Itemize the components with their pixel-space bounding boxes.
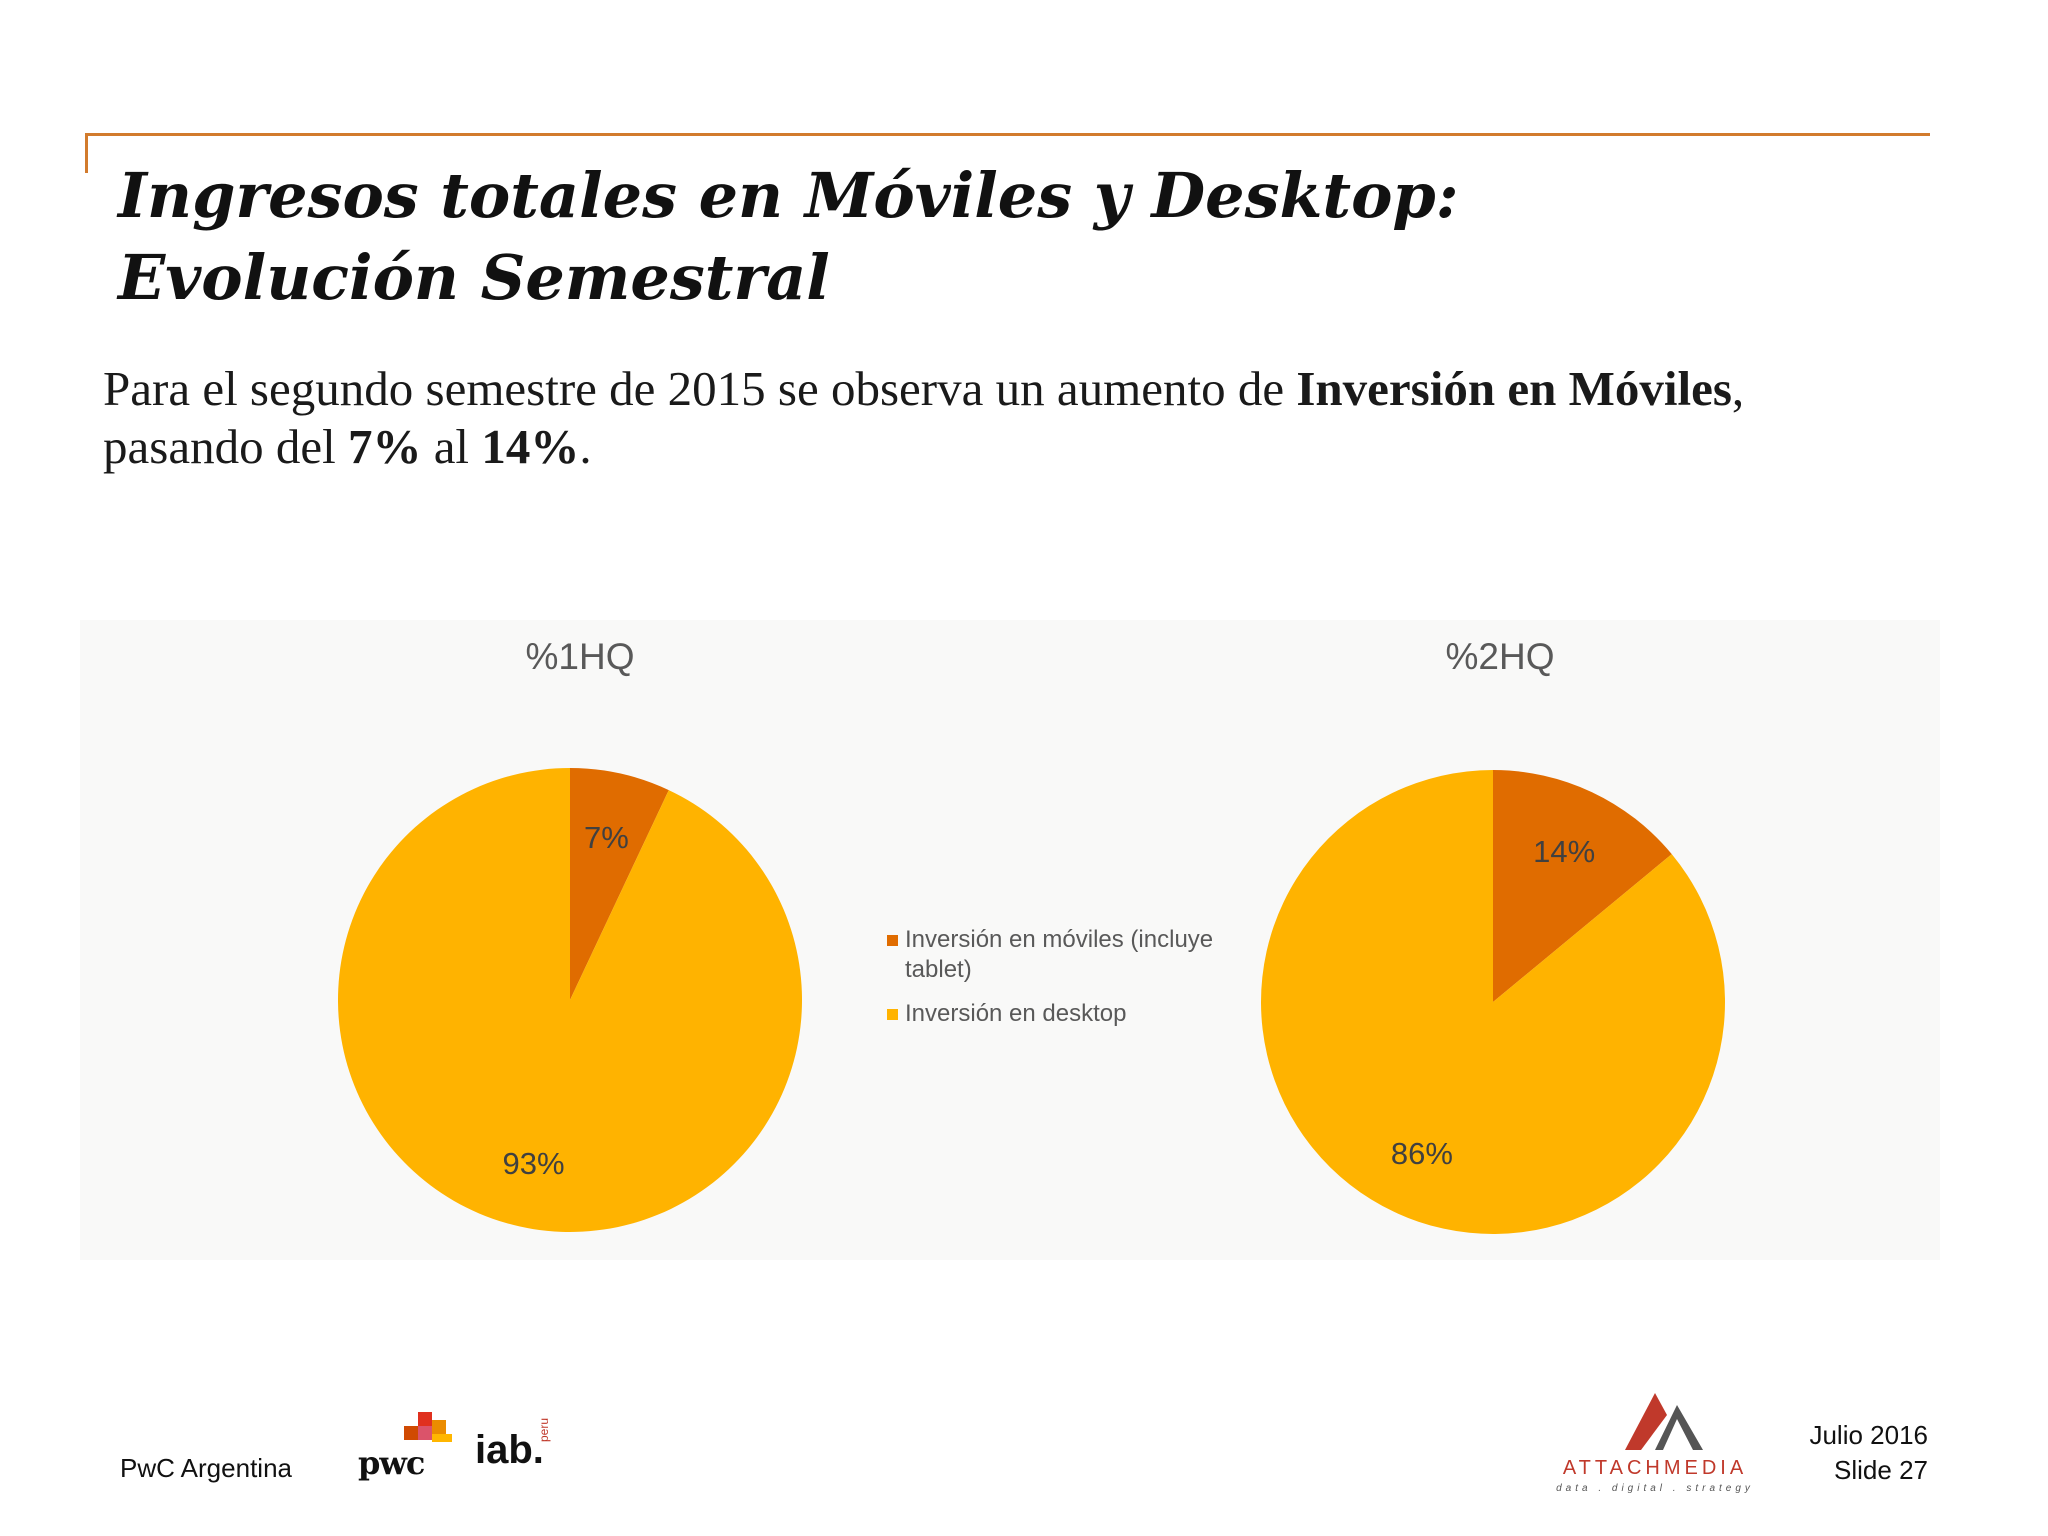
legend-swatch-desktop	[887, 1009, 898, 1020]
pie-slice-desktop	[1261, 770, 1725, 1234]
legend-swatch-mobile	[887, 935, 898, 946]
iab-logo: iab. peru	[475, 1418, 555, 1478]
legend-item-mobile: Inversión en móviles (incluye tablet)	[887, 925, 1257, 985]
attachmedia-logo-tagline: data . digital . strategy	[1556, 1483, 1754, 1494]
iab-logo-sub: peru	[537, 1417, 551, 1442]
pie-chart-1hq: 7% 93%	[338, 768, 802, 1232]
footer-slide-number: Slide 27	[1834, 1455, 1928, 1485]
pie-label-mobile: 7%	[584, 820, 629, 855]
slide-title-line-2: Evolución Semestral	[118, 241, 830, 314]
attachmedia-logo-mark	[1625, 1393, 1703, 1450]
pie-label-mobile: 14%	[1533, 834, 1595, 869]
pwc-logo: pwc	[358, 1410, 458, 1482]
iab-logo-text: iab.	[475, 1428, 544, 1472]
footer-meta: Julio 2016 Slide 27	[1809, 1418, 1928, 1488]
pie-label-desktop: 86%	[1391, 1136, 1453, 1171]
footer-company: PwC Argentina	[120, 1453, 292, 1483]
title-rule	[85, 133, 1930, 136]
pie-slice-desktop	[338, 768, 802, 1232]
pie-title-1hq: %1HQ	[525, 636, 635, 677]
title-rule-corner	[85, 133, 88, 173]
legend-item-desktop: Inversión en desktop	[887, 999, 1257, 1029]
slide-title: Ingresos totales en Móviles y Desktop: E…	[118, 155, 1898, 319]
intro-bold-14: 14%	[481, 419, 580, 474]
legend-label-desktop: Inversión en desktop	[905, 1000, 1127, 1027]
legend-label-mobile: Inversión en móviles (incluye tablet)	[905, 926, 1214, 983]
intro-text-4: .	[579, 419, 592, 474]
pwc-logo-text: pwc	[358, 1444, 425, 1482]
pie-label-desktop: 93%	[503, 1146, 565, 1181]
intro-bold-mobile: Inversión en Móviles	[1296, 361, 1732, 416]
intro-bold-7: 7%	[347, 419, 422, 474]
chart-legend: Inversión en móviles (incluye tablet) In…	[887, 925, 1257, 1043]
footer-date: Julio 2016	[1809, 1420, 1928, 1450]
slide-title-line-1: Ingresos totales en Móviles y Desktop:	[118, 159, 1459, 232]
attachmedia-logo: ATTACHMEDIA data . digital . strategy	[1555, 1385, 1755, 1500]
intro-text-1: Para el segundo semestre de 2015 se obse…	[103, 361, 1297, 416]
intro-text-2: , pasando del	[103, 361, 1745, 474]
pie-slice-mobile	[1493, 770, 1672, 1002]
pwc-logo-mark	[404, 1412, 452, 1442]
intro-text-3: al	[421, 419, 482, 474]
pie-chart-2hq: 14% 86%	[1261, 770, 1725, 1234]
pie-slice-mobile	[570, 768, 669, 1000]
intro-paragraph: Para el segundo semestre de 2015 se obse…	[103, 360, 1883, 476]
attachmedia-logo-text: ATTACHMEDIA	[1562, 1457, 1748, 1479]
pie-title-2hq: %2HQ	[1445, 636, 1555, 677]
